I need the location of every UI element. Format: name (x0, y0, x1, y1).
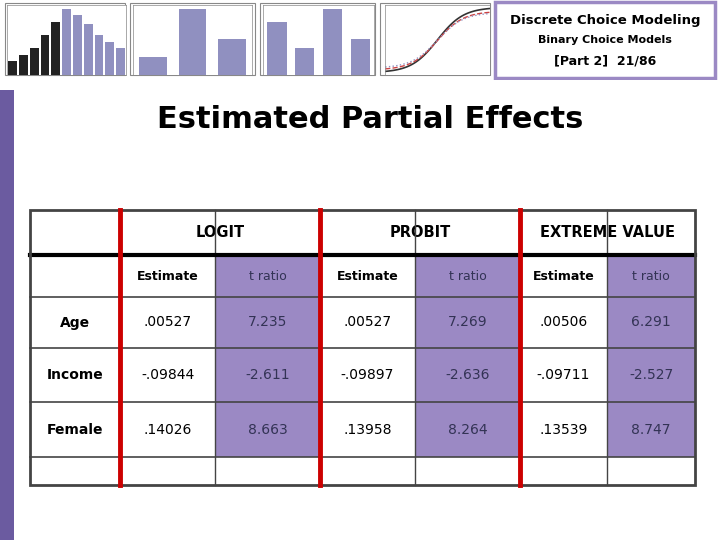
Text: .00527: .00527 (343, 315, 392, 329)
Text: .00527: .00527 (143, 315, 192, 329)
Text: .13958: .13958 (343, 422, 392, 436)
Bar (41, 35, 50, 75)
Bar (73, 15, 82, 75)
Text: LOGIT: LOGIT (195, 225, 245, 240)
Text: Income: Income (47, 368, 104, 382)
Bar (9, 62, 17, 75)
Bar (30, 210, 695, 485)
Bar (323, 9, 342, 75)
Bar (215, 402, 320, 457)
Bar (84, 24, 92, 75)
Bar (130, 3, 255, 75)
Bar (139, 57, 167, 75)
Text: Female: Female (47, 422, 103, 436)
Bar (30, 210, 695, 255)
Text: Estimate: Estimate (337, 269, 398, 282)
Bar (415, 297, 520, 348)
Text: Estimate: Estimate (137, 269, 199, 282)
Text: 8.747: 8.747 (631, 422, 671, 436)
Bar (218, 39, 246, 75)
Bar (607, 255, 695, 297)
Text: Estimated Partial Effects: Estimated Partial Effects (157, 105, 583, 134)
Bar (0, 90, 14, 540)
Text: -.09711: -.09711 (537, 368, 590, 382)
Text: Age: Age (60, 315, 90, 329)
Bar (30, 48, 39, 75)
Bar (380, 3, 490, 75)
Bar (215, 297, 320, 348)
Bar (95, 35, 104, 75)
Bar (415, 348, 520, 402)
Text: t ratio: t ratio (632, 269, 670, 282)
Bar (19, 55, 28, 75)
Bar (105, 42, 114, 75)
Text: -2.527: -2.527 (629, 368, 673, 382)
Text: .13539: .13539 (539, 422, 588, 436)
Bar (260, 3, 375, 75)
Text: t ratio: t ratio (248, 269, 287, 282)
Bar (30, 210, 695, 485)
Bar (63, 9, 71, 75)
Bar (117, 48, 125, 75)
Text: 7.269: 7.269 (448, 315, 487, 329)
Text: [Part 2]  21/86: [Part 2] 21/86 (554, 55, 656, 68)
Text: 6.291: 6.291 (631, 315, 671, 329)
Bar (351, 39, 370, 75)
Bar (52, 22, 60, 75)
Text: EXTREME VALUE: EXTREME VALUE (540, 225, 675, 240)
Bar (415, 402, 520, 457)
Bar (215, 255, 320, 297)
Text: .14026: .14026 (143, 422, 192, 436)
Text: Estimate: Estimate (533, 269, 595, 282)
Bar (295, 48, 315, 75)
Text: -.09897: -.09897 (341, 368, 394, 382)
Text: -2.611: -2.611 (246, 368, 290, 382)
Text: -.09844: -.09844 (141, 368, 194, 382)
Bar (415, 255, 520, 297)
Text: .00506: .00506 (539, 315, 588, 329)
Bar (5, 3, 125, 75)
Bar (607, 297, 695, 348)
Text: Discrete Choice Modeling: Discrete Choice Modeling (510, 15, 701, 28)
Text: 8.663: 8.663 (248, 422, 287, 436)
Text: t ratio: t ratio (449, 269, 487, 282)
Text: -2.636: -2.636 (445, 368, 490, 382)
Bar (267, 22, 287, 75)
Text: PROBIT: PROBIT (390, 225, 451, 240)
Text: 7.235: 7.235 (248, 315, 287, 329)
Bar (495, 2, 715, 78)
Bar (215, 348, 320, 402)
Text: Binary Choice Models: Binary Choice Models (538, 35, 672, 45)
Text: 8.264: 8.264 (448, 422, 487, 436)
Bar (179, 9, 207, 75)
Bar (607, 348, 695, 402)
Bar (607, 402, 695, 457)
